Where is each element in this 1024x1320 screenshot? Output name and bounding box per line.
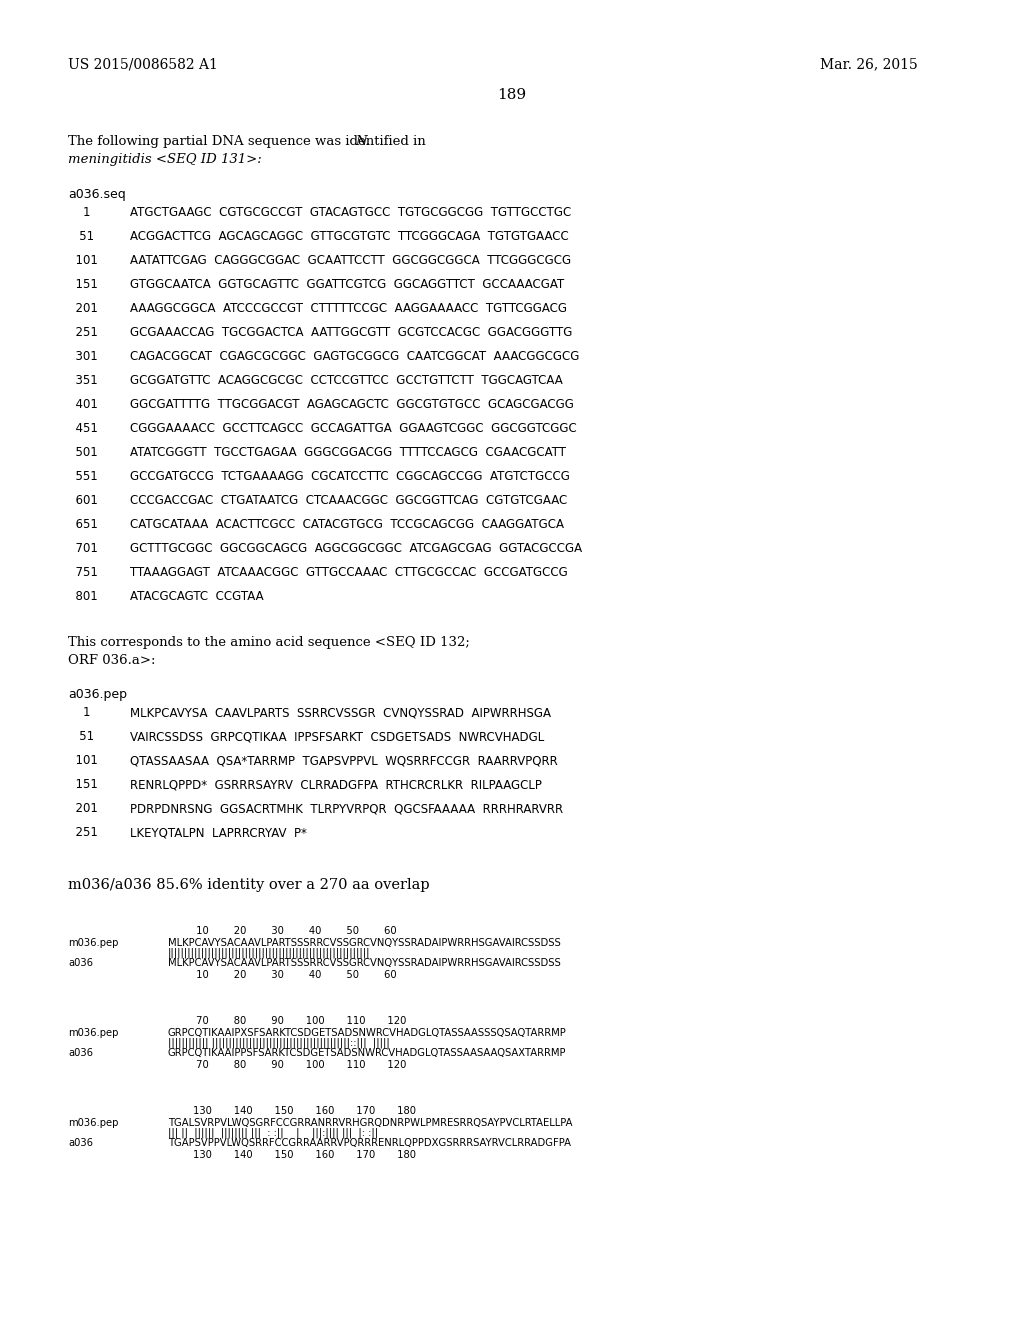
Text: 701: 701 — [68, 543, 98, 554]
Text: CAGACGGCAT  CGAGCGCGGC  GAGTGCGGCG  CAATCGGCAT  AAACGGCGCG: CAGACGGCAT CGAGCGCGGC GAGTGCGGCG CAATCGG… — [130, 350, 580, 363]
Text: 201: 201 — [68, 302, 98, 315]
Text: m036.pep: m036.pep — [68, 1028, 119, 1038]
Text: m036.pep: m036.pep — [68, 939, 119, 948]
Text: 130       140       150       160       170       180: 130 140 150 160 170 180 — [168, 1106, 416, 1115]
Text: |||||||||||| |||||||||||||||||||||||||||||||||||||||||::|||  |||||: |||||||||||| |||||||||||||||||||||||||||… — [168, 1038, 390, 1048]
Text: ATGCTGAAGC  CGTGCGCCGT  GTACAGTGCC  TGTGCGGCGG  TGTTGCCTGC: ATGCTGAAGC CGTGCGCCGT GTACAGTGCC TGTGCGG… — [130, 206, 571, 219]
Text: 189: 189 — [498, 88, 526, 102]
Text: GGCGATTTTG  TTGCGGACGT  AGAGCAGCTC  GGCGTGTGCC  GCAGCGACGG: GGCGATTTTG TTGCGGACGT AGAGCAGCTC GGCGTGT… — [130, 399, 573, 411]
Text: 51: 51 — [68, 730, 94, 743]
Text: GCGGATGTTC  ACAGGCGCGC  CCTCCGTTCC  GCCTGTTCTT  TGGCAGTCAA: GCGGATGTTC ACAGGCGCGC CCTCCGTTCC GCCTGTT… — [130, 374, 563, 387]
Text: RENRLQPPD*  GSRRRSAYRV  CLRRADGFPA  RTHCRCRLKR  RILPAAGCLP: RENRLQPPD* GSRRRSAYRV CLRRADGFPA RTHCRCR… — [130, 777, 542, 791]
Text: 551: 551 — [68, 470, 97, 483]
Text: GCTTTGCGGC  GGCGGCAGCG  AGGCGGCGGC  ATCGAGCGAG  GGTACGCCGA: GCTTTGCGGC GGCGGCAGCG AGGCGGCGGC ATCGAGC… — [130, 543, 582, 554]
Text: a036.pep: a036.pep — [68, 688, 127, 701]
Text: GRPCQTIKAAIPPSFSARKTCSDGETSADSNWRCVHADGLQTASSAASAAQSAXTARRMP: GRPCQTIKAAIPPSFSARKTCSDGETSADSNWRCVHADGL… — [168, 1048, 566, 1059]
Text: GTGGCAATCA  GGTGCAGTTC  GGATTCGTCG  GGCAGGTTCT  GCCAAACGAT: GTGGCAATCA GGTGCAGTTC GGATTCGTCG GGCAGGT… — [130, 279, 564, 290]
Text: 751: 751 — [68, 566, 98, 579]
Text: a036: a036 — [68, 958, 93, 968]
Text: 301: 301 — [68, 350, 97, 363]
Text: 401: 401 — [68, 399, 98, 411]
Text: US 2015/0086582 A1: US 2015/0086582 A1 — [68, 57, 218, 71]
Text: 70        80        90       100       110       120: 70 80 90 100 110 120 — [168, 1060, 407, 1071]
Text: LKEYQTALPN  LAPRRCRYAV  P*: LKEYQTALPN LAPRRCRYAV P* — [130, 826, 307, 840]
Text: 101: 101 — [68, 754, 98, 767]
Text: TTAAAGGAGT  ATCAAACGGC  GTTGCCAAAC  CTTGCGCCAC  GCCGATGCCG: TTAAAGGAGT ATCAAACGGC GTTGCCAAAC CTTGCGC… — [130, 566, 567, 579]
Text: PDRPDNRSNG  GGSACRTMHK  TLRPYVRPQR  QGCSFAAAAA  RRRHRARVRR: PDRPDNRSNG GGSACRTMHK TLRPYVRPQR QGCSFAA… — [130, 803, 563, 814]
Text: 101: 101 — [68, 253, 98, 267]
Text: ACGGACTTCG  AGCAGCAGGC  GTTGCGTGTC  TTCGGGCAGA  TGTGTGAACC: ACGGACTTCG AGCAGCAGGC GTTGCGTGTC TTCGGGC… — [130, 230, 568, 243]
Text: Mar. 26, 2015: Mar. 26, 2015 — [820, 57, 918, 71]
Text: 451: 451 — [68, 422, 98, 436]
Text: GCCGATGCCG  TCTGAAAAGG  CGCATCCTTC  CGGCAGCCGG  ATGTCTGCCG: GCCGATGCCG TCTGAAAAGG CGCATCCTTC CGGCAGC… — [130, 470, 570, 483]
Text: 70        80        90       100       110       120: 70 80 90 100 110 120 — [168, 1016, 407, 1026]
Text: VAIRCSSDSS  GRPCQTIKAA  IPPSFSARKT  CSDGETSADS  NWRCVHADGL: VAIRCSSDSS GRPCQTIKAA IPPSFSARKT CSDGETS… — [130, 730, 544, 743]
Text: ATATCGGGTT  TGCCTGAGAA  GGGCGGACGG  TTTTCCAGCG  CGAACGCATT: ATATCGGGTT TGCCTGAGAA GGGCGGACGG TTTTCCA… — [130, 446, 566, 459]
Text: TGALSVRPVLWQSGRFCCGRRANRRVRHGRQDNRPWLPMRESRRQSAYPVCLRTAELLPA: TGALSVRPVLWQSGRFCCGRRANRRVRHGRQDNRPWLPMR… — [168, 1118, 572, 1129]
Text: 251: 251 — [68, 826, 98, 840]
Text: 10        20        30        40        50        60: 10 20 30 40 50 60 — [168, 927, 396, 936]
Text: MLKPCAVYSACAAVLPARTSSSRRCVSSGRCVNQYSSRADAIPWRRHSGAVAIRCSSDSS: MLKPCAVYSACAAVLPARTSSSRRCVSSGRCVNQYSSRAD… — [168, 958, 561, 968]
Text: ORF 036.a>:: ORF 036.a>: — [68, 653, 156, 667]
Text: 651: 651 — [68, 517, 98, 531]
Text: CGGGAAAACC  GCCTTCAGCC  GCCAGATTGA  GGAAGTCGGC  GGCGGTCGGC: CGGGAAAACC GCCTTCAGCC GCCAGATTGA GGAAGTC… — [130, 422, 577, 436]
Text: 151: 151 — [68, 279, 98, 290]
Text: 1: 1 — [68, 706, 90, 719]
Text: m036.pep: m036.pep — [68, 1118, 119, 1129]
Text: a036.seq: a036.seq — [68, 187, 126, 201]
Text: 130       140       150       160       170       180: 130 140 150 160 170 180 — [168, 1150, 416, 1160]
Text: 351: 351 — [68, 374, 97, 387]
Text: CATGCATAAA  ACACTTCGCC  CATACGTGCG  TCCGCAGCGG  CAAGGATGCA: CATGCATAAA ACACTTCGCC CATACGTGCG TCCGCAG… — [130, 517, 564, 531]
Text: ATACGCAGTC  CCGTAA: ATACGCAGTC CCGTAA — [130, 590, 263, 603]
Text: MLKPCAVYSA  CAAVLPARTS  SSRRCVSSGR  CVNQYSSRAD  AIPWRRHSGA: MLKPCAVYSA CAAVLPARTS SSRRCVSSGR CVNQYSS… — [130, 706, 551, 719]
Text: 501: 501 — [68, 446, 97, 459]
Text: a036: a036 — [68, 1138, 93, 1148]
Text: AAAGGCGGCA  ATCCCGCCGT  CTTTTTCCGC  AAGGAAAACC  TGTTCGGACG: AAAGGCGGCA ATCCCGCCGT CTTTTTCCGC AAGGAAA… — [130, 302, 567, 315]
Text: 601: 601 — [68, 494, 98, 507]
Text: 801: 801 — [68, 590, 97, 603]
Text: meningitidis <SEQ ID 131>:: meningitidis <SEQ ID 131>: — [68, 153, 262, 166]
Text: a036: a036 — [68, 1048, 93, 1059]
Text: 10        20        30        40        50        60: 10 20 30 40 50 60 — [168, 970, 396, 979]
Text: 251: 251 — [68, 326, 98, 339]
Text: CCCGACCGAC  CTGATAATCG  CTCAAACGGC  GGCGGTTCAG  CGTGTCGAAC: CCCGACCGAC CTGATAATCG CTCAAACGGC GGCGGTT… — [130, 494, 567, 507]
Text: 1: 1 — [68, 206, 90, 219]
Text: QTASSAASAA  QSA*TARRMP  TGAPSVPPVL  WQSRRFCCGR  RAARRVPQRR: QTASSAASAA QSA*TARRMP TGAPSVPPVL WQSRRFC… — [130, 754, 558, 767]
Text: MLKPCAVYSACAAVLPARTSSSRRCVSSGRCVNQYSSRADAIPWRRHSGAVAIRCSSDSS: MLKPCAVYSACAAVLPARTSSSRRCVSSGRCVNQYSSRAD… — [168, 939, 561, 948]
Text: 201: 201 — [68, 803, 98, 814]
Text: This corresponds to the amino acid sequence <SEQ ID 132;: This corresponds to the amino acid seque… — [68, 636, 470, 649]
Text: ||| ||  ||||||  |||||||| |||  : :||    |    |||:|||| |||  |: :||: ||| || |||||| |||||||| ||| : :|| | |||:|… — [168, 1129, 378, 1138]
Text: N.: N. — [355, 135, 370, 148]
Text: 151: 151 — [68, 777, 98, 791]
Text: GCGAAACCAG  TGCGGACTCA  AATTGGCGTT  GCGTCCACGC  GGACGGGTTG: GCGAAACCAG TGCGGACTCA AATTGGCGTT GCGTCCA… — [130, 326, 572, 339]
Text: AATATTCGAG  CAGGGCGGAC  GCAATTCCTT  GGCGGCGGCA  TTCGGGCGCG: AATATTCGAG CAGGGCGGAC GCAATTCCTT GGCGGCG… — [130, 253, 571, 267]
Text: TGAPSVPPVLWQSRRFCCGRRAARRVPQRRRENRLQPPDXGSRRRSAYRVCLRRADGFPA: TGAPSVPPVLWQSRRFCCGRRAARRVPQRRRENRLQPPDX… — [168, 1138, 571, 1148]
Text: m036/a036 85.6% identity over a 270 aa overlap: m036/a036 85.6% identity over a 270 aa o… — [68, 878, 430, 892]
Text: The following partial DNA sequence was identified in: The following partial DNA sequence was i… — [68, 135, 430, 148]
Text: ||||||||||||||||||||||||||||||||||||||||||||||||||||||||||||: ||||||||||||||||||||||||||||||||||||||||… — [168, 948, 371, 958]
Text: GRPCQTIKAAIPXSFSARKTCSDGETSADSNWRCVHADGLQTASSAASSSQSAQTARRMP: GRPCQTIKAAIPXSFSARKTCSDGETSADSNWRCVHADGL… — [168, 1028, 566, 1038]
Text: 51: 51 — [68, 230, 94, 243]
